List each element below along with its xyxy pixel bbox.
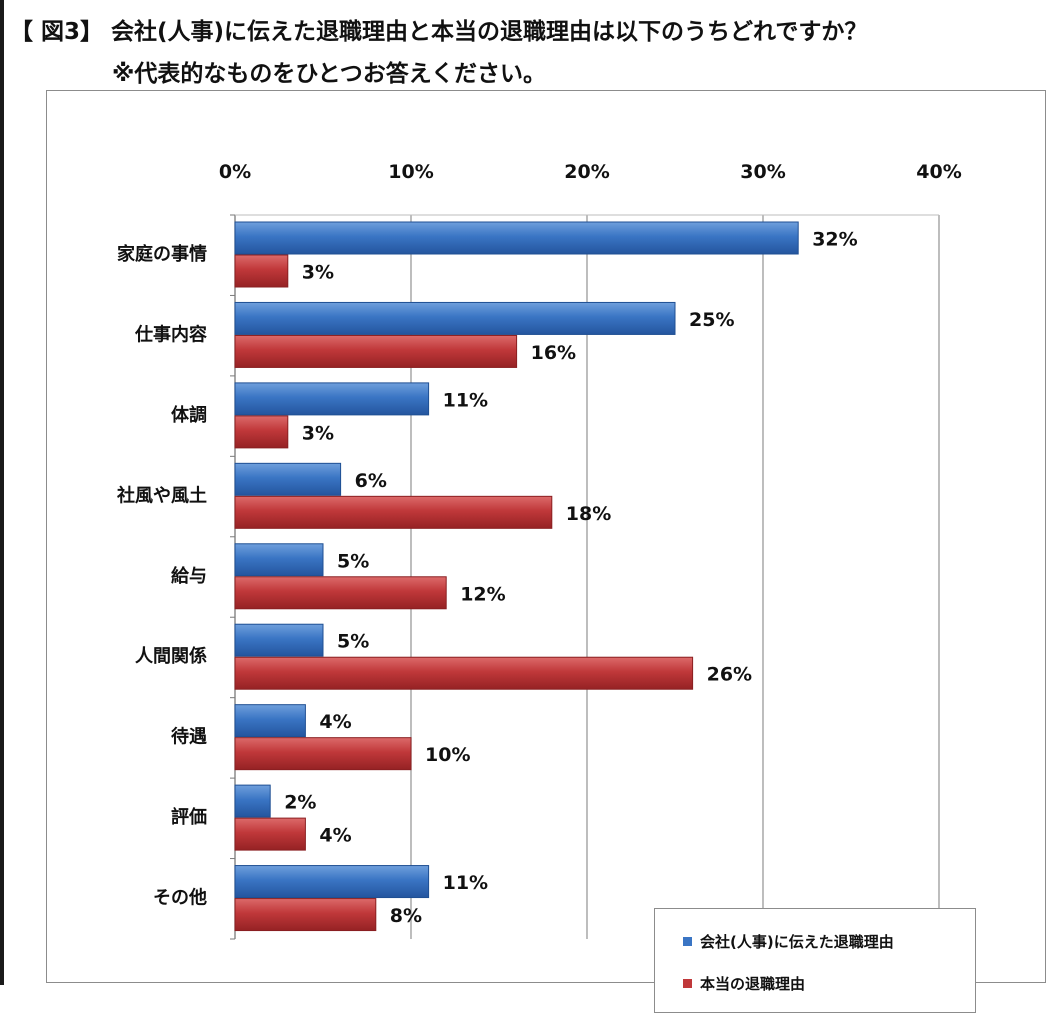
bar-series-1-3 xyxy=(234,462,342,496)
data-label-series-1-7: 2% xyxy=(284,792,316,814)
legend-swatch-series-2 xyxy=(683,979,692,988)
x-tick-label-1: 10% xyxy=(388,161,433,183)
bar-series-2-1 xyxy=(234,334,518,368)
bar-chart: 0% 10% 20% 30% 40% 家庭の事情仕事内容体調社風や風土給与人間関係待遇評… xyxy=(117,161,962,940)
legend-item-series-2: 本当の退職理由 xyxy=(683,973,805,994)
bar-series-2-6 xyxy=(234,737,412,771)
category-label-3: 社風や風土 xyxy=(117,484,207,506)
category-label-0: 家庭の事情 xyxy=(117,243,207,265)
data-label-series-1-4: 5% xyxy=(337,550,369,572)
bar-series-1-7 xyxy=(234,784,271,818)
legend-label-series-1: 会社(人事)に伝えた退職理由 xyxy=(700,933,894,951)
category-label-8: その他 xyxy=(153,887,207,909)
bar-series-1-5 xyxy=(234,623,324,657)
x-tick-label-3: 30% xyxy=(740,161,785,183)
data-label-series-1-8: 11% xyxy=(443,872,488,894)
bar-series-2-0 xyxy=(234,254,289,288)
chart-title: 【 図3】 会社(人事)に伝えた退職理由と本当の退職理由は以下のうちどれですか？ xyxy=(10,19,868,45)
chart-frame: 0% 10% 20% 30% 40% 家庭の事情仕事内容体調社風や風土給与人間関係待遇評… xyxy=(46,90,1046,1013)
bar-series-2-2 xyxy=(234,415,289,449)
chart-legend: 会社(人事)に伝えた退職理由 本当の退職理由 xyxy=(654,908,976,1013)
bar-series-2-8 xyxy=(234,898,377,932)
category-label-4: 給与 xyxy=(171,565,207,587)
bar-series-1-6 xyxy=(234,704,306,738)
category-label-2: 体調 xyxy=(171,404,207,426)
category-label-7: 評価 xyxy=(171,806,207,828)
data-label-series-2-1: 16% xyxy=(531,342,576,364)
data-label-series-1-0: 32% xyxy=(812,229,857,251)
data-label-series-1-3: 6% xyxy=(355,470,387,492)
data-label-series-1-2: 11% xyxy=(443,389,488,411)
bar-series-1-4 xyxy=(234,543,324,577)
data-label-series-1-5: 5% xyxy=(337,631,369,653)
category-label-5: 人間関係 xyxy=(135,645,207,667)
bar-series-2-5 xyxy=(234,656,694,690)
bar-series-1-1 xyxy=(234,301,676,335)
data-label-series-2-5: 26% xyxy=(707,664,752,686)
legend-item-series-1: 会社(人事)に伝えた退職理由 xyxy=(683,931,894,952)
legend-swatch-series-1 xyxy=(683,937,692,946)
x-tick-label-2: 20% xyxy=(564,161,609,183)
bar-series-2-3 xyxy=(234,495,553,529)
data-label-series-2-3: 18% xyxy=(566,503,611,525)
bar-series-1-0 xyxy=(234,221,799,255)
bar-series-2-4 xyxy=(234,576,447,610)
x-tick-label-4: 40% xyxy=(916,161,961,183)
data-label-series-1-6: 4% xyxy=(319,711,351,733)
x-tick-label-0: 0% xyxy=(219,161,251,183)
data-label-series-2-0: 3% xyxy=(302,262,334,284)
data-label-series-2-4: 12% xyxy=(460,583,505,605)
bar-series-1-2 xyxy=(234,382,430,416)
category-label-6: 待遇 xyxy=(171,726,207,748)
bar-series-2-7 xyxy=(234,817,306,851)
legend-label-series-2: 本当の退職理由 xyxy=(700,975,806,993)
data-label-series-2-8: 8% xyxy=(390,905,422,927)
window-left-border xyxy=(0,0,4,985)
bar-series-1-8 xyxy=(234,865,430,899)
data-label-series-2-6: 10% xyxy=(425,744,470,766)
chart-subtitle: ※代表的なものをひとつお答えください。 xyxy=(112,61,547,87)
data-label-series-2-2: 3% xyxy=(302,422,334,444)
category-label-1: 仕事内容 xyxy=(134,323,207,345)
data-label-series-2-7: 4% xyxy=(319,825,351,847)
data-label-series-1-1: 25% xyxy=(689,309,734,331)
